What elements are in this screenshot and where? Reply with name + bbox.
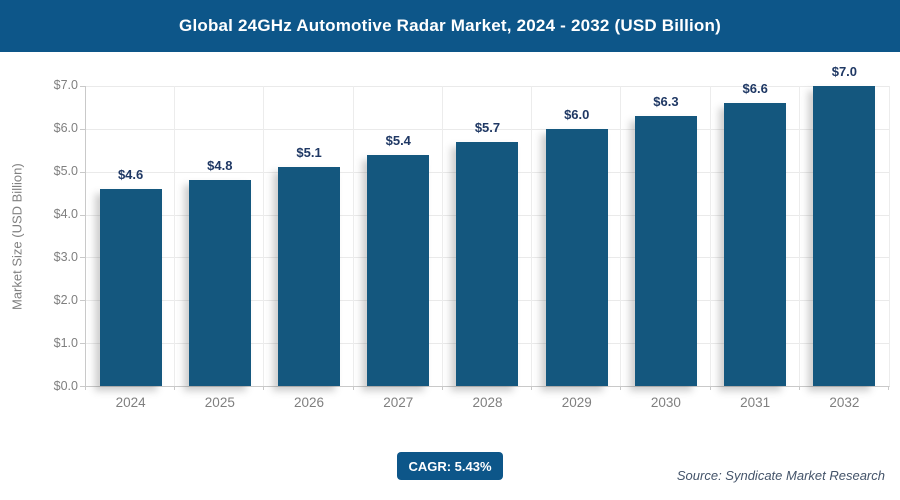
x-tick-9 [888, 386, 889, 390]
y-tick-label-5: $5.0 [53, 164, 78, 178]
x-tick-5 [531, 386, 533, 390]
gridline-x-4 [441, 86, 443, 386]
bar-slot-2025: $4.8 2025 [175, 86, 264, 410]
cagr-badge: CAGR: 5.43% [397, 452, 503, 480]
value-label-2029: $6.0 [564, 106, 590, 122]
bar-2030 [634, 116, 697, 386]
value-label-2030: $6.3 [653, 94, 679, 109]
x-label-2031: 2031 [740, 395, 771, 410]
y-tick-2 [80, 300, 86, 302]
y-tick-6 [80, 128, 86, 130]
bar-2032 [813, 86, 876, 386]
bar-2027 [367, 154, 430, 386]
bar-2028 [456, 141, 519, 386]
y-tick-label-0: $0.0 [53, 379, 78, 393]
value-label-2025: $4.8 [207, 158, 233, 174]
gridline-y-7 [86, 86, 889, 87]
value-label-2027: $5.4 [385, 132, 411, 148]
source-note: Source: Syndicate Market Research [676, 468, 885, 483]
y-tick-5 [80, 171, 86, 173]
gridline-x-8 [798, 86, 800, 386]
y-tick-label-3: $3.0 [53, 250, 78, 264]
x-tick-6 [620, 386, 622, 390]
x-tick-3 [352, 386, 354, 390]
x-tick-1 [174, 386, 176, 390]
x-label-2025: 2025 [204, 395, 235, 410]
value-label-2031: $6.6 [742, 81, 768, 97]
value-label-2024: $4.6 [117, 166, 144, 182]
y-tick-7 [80, 86, 86, 87]
x-label-2029: 2029 [561, 395, 592, 410]
gridline-y-6 [86, 128, 889, 130]
y-tick-label-7: $7.0 [53, 78, 78, 92]
x-tick-4 [441, 386, 443, 390]
chart-title-bar: Global 24GHz Automotive Radar Market, 20… [0, 0, 900, 52]
gridline-x-6 [620, 86, 622, 386]
bar-2031 [724, 103, 787, 386]
x-tick-2 [263, 386, 265, 390]
y-tick-label-4: $4.0 [53, 207, 78, 221]
gridline-x-7 [709, 86, 711, 386]
x-label-2027: 2027 [383, 395, 414, 410]
gridline-x-1 [174, 86, 176, 386]
x-tick-8 [798, 386, 800, 390]
value-label-2026: $5.1 [296, 145, 322, 161]
bar-slot-2030: $6.3 2030 [621, 86, 710, 410]
bar-2029 [545, 128, 608, 386]
gridline-x-2 [263, 86, 265, 386]
x-label-2030: 2030 [650, 395, 681, 410]
y-tick-label-2: $2.0 [53, 293, 78, 307]
value-label-2028: $5.7 [474, 119, 501, 135]
x-label-2026: 2026 [294, 395, 325, 410]
y-tick-0 [80, 386, 86, 387]
y-tick-4 [80, 214, 86, 216]
bar-2026 [278, 167, 341, 386]
bar-slot-2029: $6.0 2029 [532, 86, 621, 410]
bar-slot-2027: $5.4 2027 [354, 86, 443, 410]
y-tick-3 [80, 257, 86, 259]
bar-slot-2024: $4.6 2024 [86, 86, 175, 410]
bar-2024 [99, 188, 162, 386]
value-label-2032: $7.0 [831, 64, 858, 79]
plot-area: $4.6 2024 $4.8 2025 $5.1 2026 $5.4 2027 $5.7 2028… [80, 64, 890, 410]
x-label-2028: 2028 [472, 395, 503, 410]
gridline-x-5 [531, 86, 533, 386]
x-label-2032: 2032 [829, 395, 860, 410]
bar-slot-2026: $5.1 2026 [264, 86, 353, 410]
bar-slot-2032: $7.0 2032 [800, 64, 889, 410]
x-tick-0 [85, 386, 86, 390]
x-tick-7 [709, 386, 711, 390]
bar-2025 [188, 180, 251, 386]
chart-title: Global 24GHz Automotive Radar Market, 20… [179, 16, 721, 35]
gridline-x-3 [352, 86, 354, 386]
y-tick-label-1: $1.0 [53, 336, 78, 350]
bar-slot-2031: $6.6 2031 [711, 81, 800, 410]
bar-slot-2028: $5.7 2028 [443, 86, 532, 410]
x-label-2024: 2024 [115, 395, 146, 410]
y-tick-1 [80, 343, 86, 345]
y-tick-label-6: $6.0 [53, 121, 78, 135]
